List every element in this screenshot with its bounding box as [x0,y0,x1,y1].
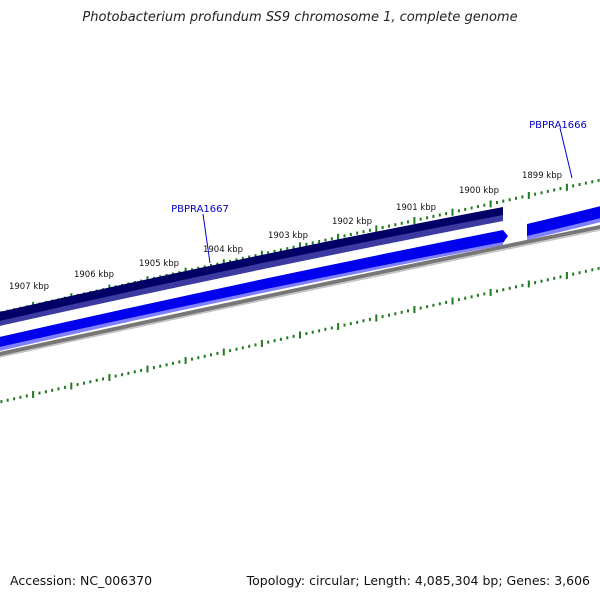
kbp-label: 1903 kbp [268,231,308,241]
genome-backbone-shadow [0,229,600,358]
kbp-label: 1906 kbp [74,270,114,280]
kbp-label: 1907 kbp [9,282,49,292]
kbp-label: 1900 kbp [459,186,499,196]
genome-backbone [0,224,600,356]
gene-band-dark-shadow [0,214,503,326]
leader-line-pbpra1667 [202,213,211,264]
topology-label: Topology: circular; Length: 4,085,304 bp… [246,573,590,588]
kbp-label: 1904 kbp [203,245,243,255]
map-title: Photobacterium profundum SS9 chromosome … [82,10,518,25]
kbp-label: 1899 kbp [522,171,562,181]
gene-band-dark[interactable] [0,207,503,322]
kbp-label: 1901 kbp [396,203,436,213]
gene-label-pbpra1666[interactable]: PBPRA1666 [529,120,587,131]
inner-tick-ring [0,266,600,404]
gene-band-blue[interactable] [0,230,508,349]
gene-label-pbpra1667[interactable]: PBPRA1667 [171,204,229,215]
gene-segment-right[interactable] [527,205,600,237]
accession-label: Accession: NC_006370 [10,573,153,588]
kbp-label: 1905 kbp [139,259,179,269]
gene-segment-right-highlight [527,218,600,240]
gene-band-blue-highlight [0,242,503,351]
leader-line-pbpra1666 [559,127,573,179]
kbp-labels: 1899 kbp 1900 kbp 1901 kbp 1902 kbp 1903 kbp… [9,171,562,292]
kbp-label: 1902 kbp [332,217,372,227]
